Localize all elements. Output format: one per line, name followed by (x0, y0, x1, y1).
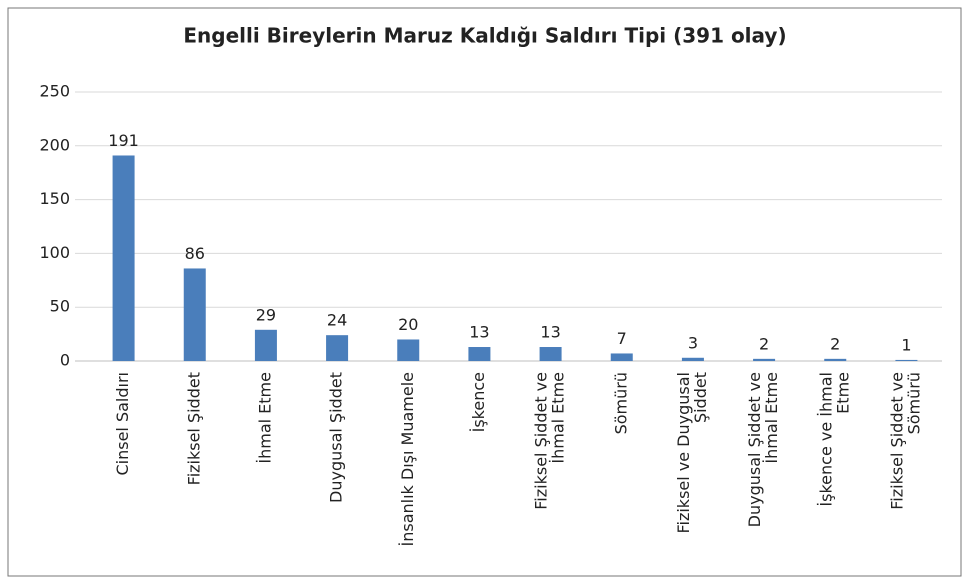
x-tick-label: Sömürü (904, 372, 923, 434)
x-tick-label: Fiziksel Şiddet ve (887, 372, 906, 510)
x-tick-label: İhmal Etme (549, 372, 568, 464)
bar (254, 329, 277, 361)
x-tick-label: Duygusal Şiddet (327, 372, 346, 503)
bar (681, 357, 704, 361)
x-tick-label: Cinsel Saldırı (113, 372, 132, 476)
x-tick-label: Fiziksel Şiddet (184, 372, 203, 485)
value-label: 20 (398, 315, 418, 334)
y-tick-label: 200 (39, 135, 70, 154)
value-label: 13 (540, 323, 560, 342)
chart-title: Engelli Bireylerin Maruz Kaldığı Saldırı… (183, 24, 786, 48)
value-label: 86 (185, 244, 205, 263)
value-label: 29 (256, 305, 276, 324)
x-tick-label: İnsanlık Dışı Muamele (398, 372, 417, 546)
x-tick-label: Duygusal Şiddet ve (745, 372, 764, 527)
x-tick-label: İhmal Etme (762, 372, 781, 464)
bar (183, 268, 206, 361)
bar (610, 353, 633, 361)
value-label: 2 (759, 334, 769, 353)
bar (326, 335, 349, 361)
bar (397, 339, 420, 361)
value-label: 191 (108, 131, 139, 150)
value-label: 1 (901, 335, 911, 354)
x-tick-label: İşkence ve İhmal (816, 372, 835, 507)
y-tick-label: 50 (50, 297, 70, 316)
bar (539, 347, 562, 361)
y-tick-label: 100 (39, 243, 70, 262)
value-label: 24 (327, 311, 347, 330)
value-label: 7 (617, 329, 627, 348)
value-label: 2 (830, 334, 840, 353)
value-label: 3 (688, 333, 698, 352)
y-tick-label: 150 (39, 189, 70, 208)
x-tick-label: Fiziksel Şiddet ve (532, 372, 551, 510)
bar (753, 358, 776, 361)
bar (468, 347, 491, 361)
y-tick-label: 250 (39, 82, 70, 101)
bar (895, 359, 918, 361)
bar (112, 155, 135, 361)
x-tick-label: Fiziksel ve Duygusal (674, 372, 693, 534)
x-tick-label: İhmal Etme (255, 372, 274, 464)
value-label: 13 (469, 323, 489, 342)
chart-border (7, 7, 962, 577)
x-tick-label: Etme (833, 372, 852, 414)
x-tick-label: İşkence (469, 372, 488, 432)
bar (824, 358, 847, 361)
x-tick-label: Şiddet (691, 372, 710, 423)
y-tick-label: 0 (60, 351, 70, 370)
x-tick-label: Sömürü (611, 372, 630, 434)
